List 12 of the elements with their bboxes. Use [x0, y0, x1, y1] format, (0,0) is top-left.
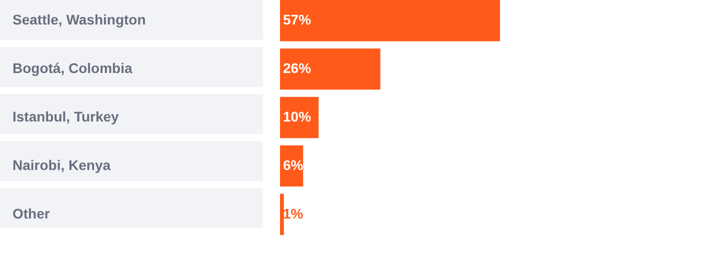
y-tick-label: Other	[12, 205, 50, 222]
y-tick-label: Istanbul, Turkey	[12, 108, 120, 124]
data-label: 57%	[283, 12, 312, 28]
y-tick-label: Nairobi, Kenya	[12, 156, 111, 173]
bar	[280, 48, 380, 90]
data-label: 26%	[283, 60, 312, 76]
bar	[280, 194, 284, 235]
bar	[280, 0, 500, 42]
data-label: 10%	[283, 108, 312, 124]
data-label: 6%	[283, 156, 304, 173]
y-tick-label: Seattle, Washington	[12, 12, 146, 28]
y-tick-label: Bogotá, Colombia	[12, 60, 132, 76]
